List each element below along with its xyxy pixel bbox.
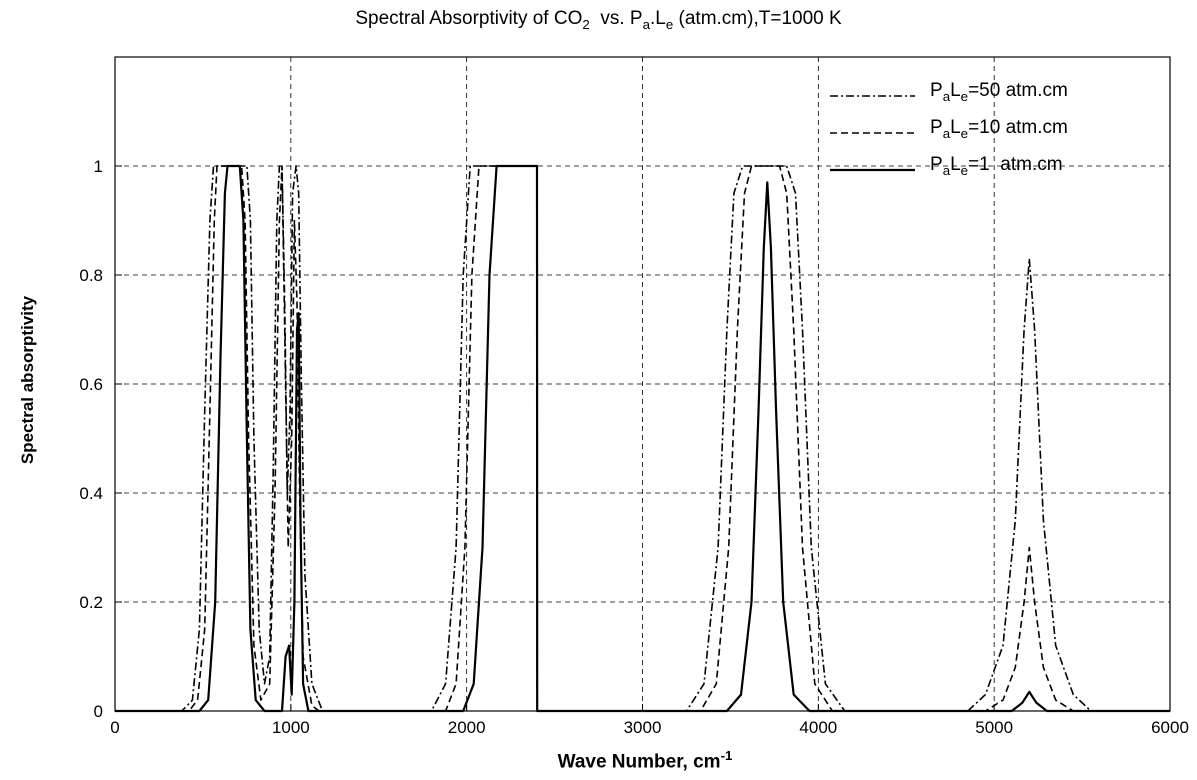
x-tick-label: 1000: [272, 718, 310, 737]
title-prefix: Spectral Absorptivity of CO: [355, 8, 583, 29]
x-tick-label: 0: [110, 718, 119, 737]
title-mid2: .L: [649, 8, 666, 29]
x-tick-label: 3000: [624, 718, 662, 737]
legend-text-part: L: [950, 80, 961, 101]
x-tick-label: 6000: [1151, 718, 1189, 737]
title-sub-a: a: [642, 16, 650, 32]
y-tick-label: 0.6: [79, 375, 103, 394]
title-sub-2: 2: [582, 16, 590, 32]
y-tick-label: 0.2: [79, 593, 103, 612]
grid-lines: [115, 57, 1170, 711]
legend-text-part: a: [942, 125, 951, 141]
legend-text-part: L: [950, 154, 961, 175]
legend-text-part: P: [930, 154, 943, 175]
legend-text-part: =10 atm.cm: [968, 117, 1068, 138]
legend-text-part: P: [930, 80, 943, 101]
y-tick-label: 0.8: [79, 266, 103, 285]
legend-text-part: =1 atm.cm: [968, 154, 1063, 175]
legend-text-part: =50 atm.cm: [968, 80, 1068, 101]
x-axis-label-sup: -1: [720, 748, 733, 763]
legend-text-part: P: [930, 117, 943, 138]
x-tick-label: 2000: [448, 718, 486, 737]
title-mid1: vs. P: [589, 8, 643, 29]
legend-text-part: a: [942, 162, 951, 178]
x-axis-label: Wave Number, cm-1: [558, 748, 733, 773]
y-axis-label: Spectral absorptivity: [18, 295, 37, 465]
series-line-1: [115, 165, 1170, 712]
legend-entry-3: PaLe=1 atm.cm: [930, 154, 1063, 178]
x-tick-label: 5000: [975, 718, 1013, 737]
y-tick-label: 1: [94, 157, 103, 176]
legend-lines: [830, 95, 915, 172]
y-tick-label: 0.4: [79, 484, 103, 503]
legend-entry-2: PaLe=10 atm.cm: [930, 117, 1068, 141]
legend-text-part: a: [942, 88, 951, 104]
legend-text-part: e: [960, 125, 969, 141]
x-axis-label-main: Wave Number, cm: [557, 751, 721, 773]
legend-entry-1: PaLe=50 atm.cm: [930, 80, 1068, 104]
axis-ticks: 0 1000 2000 3000 4000 5000 6000 0 0.2 0.4 0.6 0.8 1: [79, 157, 1189, 737]
legend-text-part: L: [950, 117, 961, 138]
y-tick-label: 0: [94, 702, 103, 721]
x-tick-label: 4000: [799, 718, 837, 737]
legend-text-part: e: [960, 162, 969, 178]
chart-title: Spectral Absorptivity of CO2 vs. Pa.Le (…: [0, 8, 1197, 32]
title-suffix: (atm.cm),T=1000 K: [673, 8, 842, 29]
legend-text-part: e: [960, 88, 969, 104]
title-sub-e: e: [665, 16, 674, 32]
